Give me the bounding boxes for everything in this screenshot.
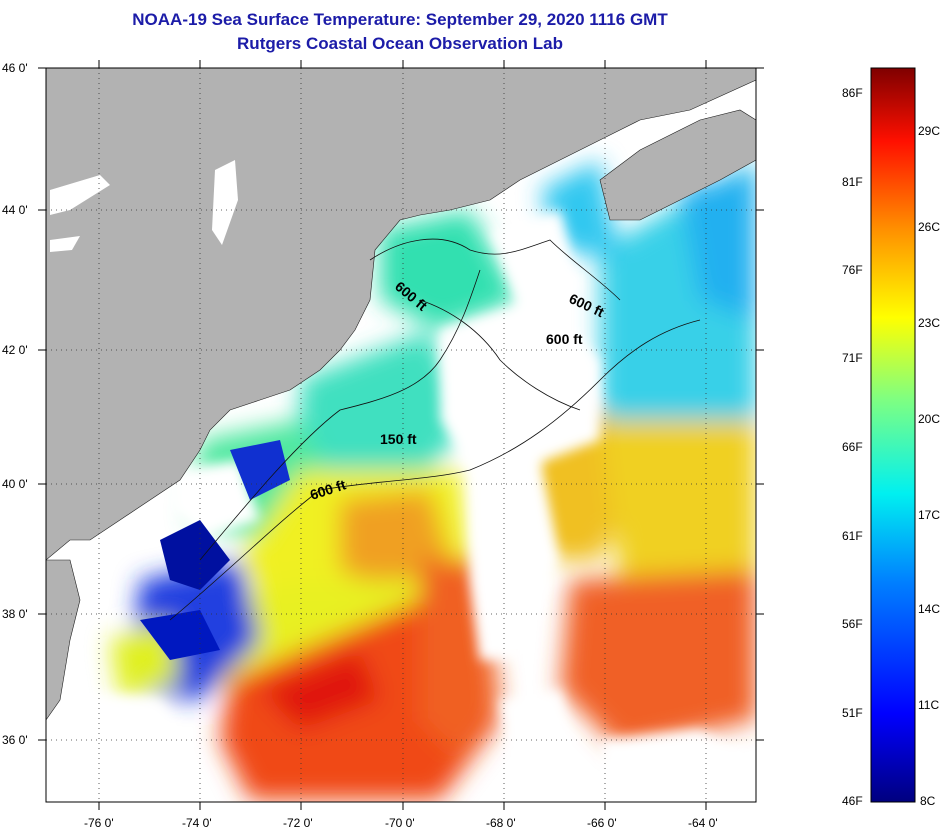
colorbar-c-label: 8C — [920, 794, 936, 808]
sst-field — [110, 160, 756, 800]
coastal-cold-water — [140, 440, 290, 660]
isobath-contours — [169, 238, 701, 621]
colorbar-c-label: 26C — [918, 220, 941, 234]
lon-label: -68 0' — [486, 816, 516, 830]
isobath-label: 150 ft — [380, 431, 417, 447]
lat-label: 46 0' — [2, 61, 28, 75]
colorbar-f-label: 86F — [842, 86, 863, 100]
colorbar-c-label: 14C — [918, 602, 941, 616]
lon-label: -72 0' — [283, 816, 313, 830]
lakes — [50, 160, 238, 252]
colorbar-f-label: 71F — [842, 351, 863, 365]
colorbar-c-label: 23C — [918, 316, 941, 330]
graticule — [46, 68, 756, 802]
colorbar-f-label: 56F — [842, 617, 863, 631]
lat-label: 36 0' — [2, 733, 28, 747]
lat-label: 42 0' — [2, 343, 28, 357]
isobath-label: 600 ft — [546, 331, 583, 347]
colorbar-f-label: 76F — [842, 263, 863, 277]
colorbar-f-label: 81F — [842, 175, 863, 189]
colorbar-f-label: 61F — [842, 529, 863, 543]
lon-label: -64 0' — [688, 816, 718, 830]
lon-label: -76 0' — [84, 816, 114, 830]
map-title: NOAA-19 Sea Surface Temperature: Septemb… — [132, 10, 668, 29]
colorbar-f-label: 66F — [842, 440, 863, 454]
lat-label: 38 0' — [2, 607, 28, 621]
lon-label: -66 0' — [587, 816, 617, 830]
colorbar-c-label: 20C — [918, 412, 941, 426]
colorbar-f-label: 46F — [842, 794, 863, 808]
colorbar — [870, 67, 916, 803]
map-frame — [45, 67, 757, 803]
cloud-mask — [60, 210, 756, 802]
colorbar-c-label: 11C — [918, 698, 940, 712]
lat-label: 40 0' — [2, 477, 28, 491]
colorbar-f-label: 51F — [842, 706, 863, 720]
lon-label: -70 0' — [385, 816, 415, 830]
lon-label: -74 0' — [182, 816, 212, 830]
lat-label: 44 0' — [2, 203, 28, 217]
axis-ticks — [38, 60, 764, 810]
colorbar-c-label: 29C — [918, 124, 941, 138]
colorbar-c-label: 17C — [918, 508, 941, 522]
map-subtitle: Rutgers Coastal Ocean Observation Lab — [237, 34, 563, 53]
